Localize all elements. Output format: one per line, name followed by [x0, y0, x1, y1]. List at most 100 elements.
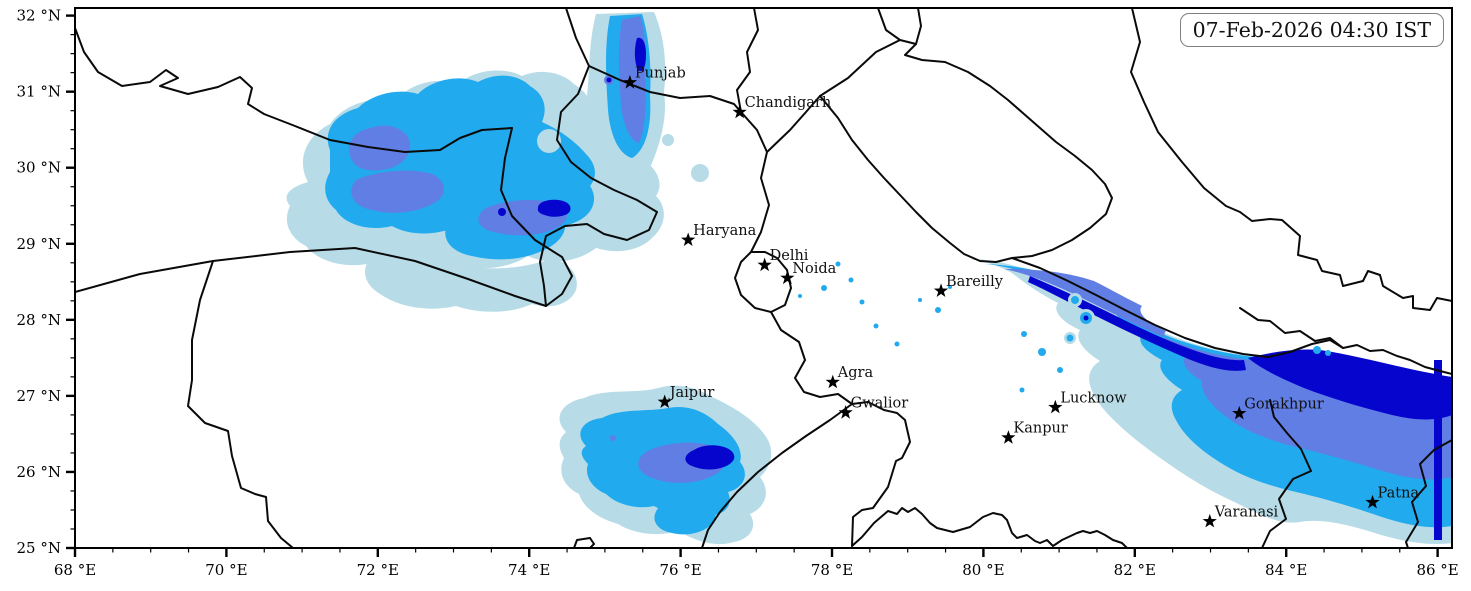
state-boundary — [851, 507, 1128, 548]
fog-region-level-4 — [1248, 349, 1452, 420]
fog-dot-level-1 — [662, 134, 674, 146]
city-label-gorakhpur: Gorakhpur — [1244, 396, 1324, 412]
fog-dot-level-2 — [1057, 367, 1063, 373]
fog-dot-level-2 — [859, 299, 865, 305]
state-boundary — [819, 95, 1013, 263]
state-boundary — [701, 403, 853, 548]
fog-region-level-3 — [1004, 269, 1452, 480]
fog-dot-level-2 — [1066, 334, 1074, 342]
city-label-jaipur: Jaipur — [668, 385, 715, 401]
state-boundary — [588, 8, 759, 113]
fog-region-level-4 — [1028, 276, 1246, 371]
city-marker-haryana — [681, 232, 696, 246]
x-tick-label: 76 °E — [659, 561, 701, 579]
axes: 68 °E 70 °E 72 °E 74 °E 76 °E 78 °E 80 °E 82 °E… — [17, 7, 1459, 579]
city-label-haryana: Haryana — [693, 223, 756, 239]
state-boundary — [573, 537, 595, 548]
y-tick-label: 25 °N — [17, 539, 61, 557]
city-label-varanasi: Varanasi — [1214, 504, 1279, 520]
fog-dot-level-2 — [873, 323, 879, 329]
city-label-punjab: Punjab — [635, 66, 686, 82]
x-tick-label: 84 °E — [1265, 561, 1307, 579]
city-marker-kanpur — [1001, 430, 1016, 444]
fog-dot-level-2 — [1038, 348, 1046, 356]
state-boundary — [734, 111, 792, 313]
fog-dot-level-2 — [1325, 350, 1331, 356]
state-boundary — [1261, 399, 1312, 548]
y-tick-label: 32 °N — [17, 7, 61, 25]
y-tick-label: 26 °N — [17, 463, 61, 481]
fog-dot-level-2 — [1313, 346, 1321, 354]
y-tick-label: 31 °N — [17, 83, 61, 101]
y-tick-label: 28 °N — [17, 311, 61, 329]
fog-dot-level-4 — [498, 208, 506, 216]
fog-dot-level-2 — [935, 307, 941, 313]
state-boundary — [187, 260, 294, 548]
city-marker-gwalior — [838, 405, 853, 419]
fog-dot-level-4 — [606, 77, 612, 83]
state-boundary — [1130, 8, 1241, 213]
state-boundary — [819, 39, 1113, 259]
fog-dot-level-2 — [1019, 387, 1025, 393]
city-label-bareilly: Bareilly — [946, 274, 1004, 290]
city-label-chandigarh: Chandigarh — [745, 95, 832, 111]
city-marker-delhi — [757, 257, 772, 272]
x-tick-label: 74 °E — [508, 561, 550, 579]
city-label-kanpur: Kanpur — [1013, 421, 1067, 437]
state-boundary — [1405, 439, 1452, 548]
timestamp-badge: 07-Feb-2026 04:30 IST — [1179, 13, 1444, 47]
state-boundary — [915, 8, 922, 45]
city-marker-lucknow — [1048, 399, 1063, 414]
state-boundary — [766, 95, 821, 153]
fog-dot-level-1 — [691, 164, 709, 182]
fog-region-level-4 — [634, 37, 646, 72]
x-tick-label: 70 °E — [205, 561, 247, 579]
fog-region-level-4 — [537, 199, 571, 217]
state-boundary — [1011, 257, 1344, 358]
city-marker-chandigarh — [732, 104, 747, 119]
state-boundary — [1239, 211, 1452, 311]
city-marker-bareilly — [933, 283, 949, 297]
fog-dot-level-2 — [848, 277, 854, 283]
city-label-delhi: Delhi — [770, 248, 809, 264]
y-tick-label: 29 °N — [17, 235, 61, 253]
fog-region-level-4 — [1434, 360, 1442, 540]
city-marker-jaipur — [657, 394, 672, 408]
fog-region-level-2 — [654, 499, 716, 535]
x-tick-label: 80 °E — [962, 561, 1004, 579]
state-boundary — [877, 8, 901, 41]
fog-dot-level-1 — [537, 129, 561, 153]
fog-region-level-3 — [351, 170, 444, 213]
city-marker-patna — [1365, 494, 1380, 509]
map-layers — [75, 8, 1452, 548]
fog-dot-level-3 — [610, 435, 616, 441]
city-marker-varanasi — [1202, 513, 1217, 528]
fog-dot-level-2 — [798, 294, 802, 298]
fog-dot-level-2 — [835, 261, 841, 267]
y-tick-label: 27 °N — [17, 387, 61, 405]
fog-dot-level-2 — [1071, 296, 1079, 304]
fog-dot-level-2 — [894, 341, 900, 347]
city-marker-gorakhpur — [1232, 405, 1247, 420]
x-tick-label: 82 °E — [1114, 561, 1156, 579]
state-boundary — [75, 247, 547, 307]
state-boundary — [1239, 307, 1452, 375]
fog-dot-level-2 — [821, 285, 827, 291]
state-boundary — [500, 127, 573, 307]
plot-frame — [74, 7, 1453, 549]
x-tick-label: 72 °E — [357, 561, 399, 579]
city-marker-agra — [825, 374, 840, 389]
x-tick-label: 78 °E — [811, 561, 853, 579]
city-label-lucknow: Lucknow — [1060, 390, 1127, 406]
x-tick-label: 86 °E — [1416, 561, 1458, 579]
fog-dot-level-2 — [918, 298, 922, 302]
city-marker-noida — [780, 270, 795, 285]
fog-dot-level-2 — [1021, 331, 1027, 337]
city-marker-punjab — [622, 75, 637, 89]
fog-region-level-4 — [685, 445, 735, 470]
y-tick-label: 30 °N — [17, 159, 61, 177]
city-label-patna: Patna — [1378, 485, 1420, 501]
state-boundary — [770, 311, 911, 547]
x-tick-label: 68 °E — [54, 561, 96, 579]
